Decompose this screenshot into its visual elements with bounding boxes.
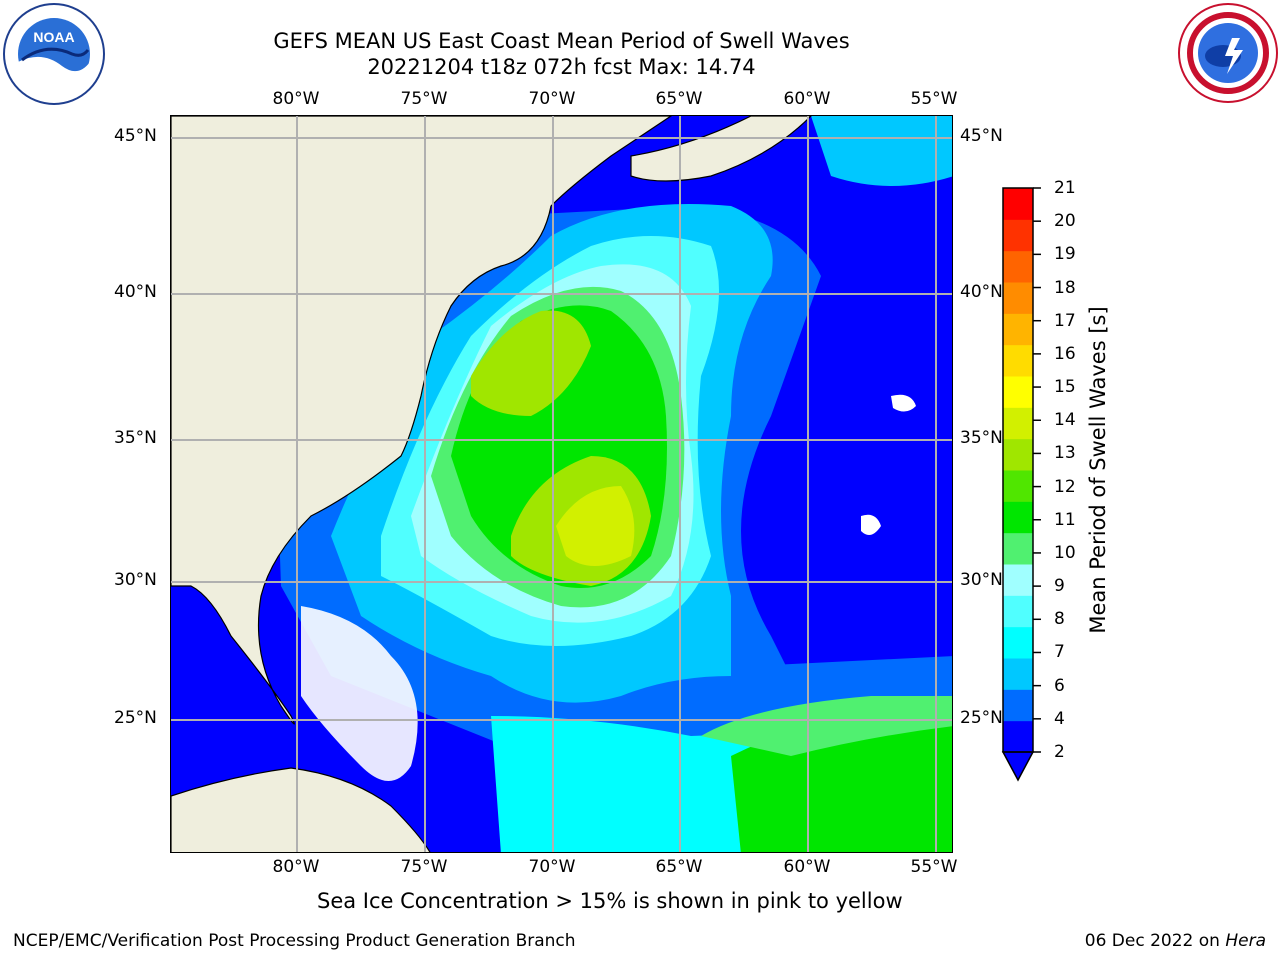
noaa-logo: NOAA (3, 3, 105, 105)
colorbar-segment (1003, 626, 1033, 659)
footer-credit: NCEP/EMC/Verification Post Processing Pr… (13, 931, 576, 951)
colorbar (1001, 187, 1041, 782)
colorbar-label: Mean Period of Swell Waves [s] (1086, 306, 1110, 634)
chart-title: GEFS MEAN US East Coast Mean Period of S… (273, 29, 850, 53)
colorbar-tick-label: 20 (1054, 211, 1076, 232)
colorbar-segment (1003, 532, 1033, 565)
colorbar-segment (1003, 501, 1033, 534)
colorbar-segment (1003, 438, 1033, 471)
lon-label-top-70w: 70°W (528, 89, 576, 109)
colorbar-tick-label: 10 (1054, 542, 1076, 563)
colorbar-tick-label: 11 (1054, 509, 1076, 530)
cuba-land (171, 767, 431, 852)
swell-period-map (170, 115, 953, 853)
graticule (171, 116, 952, 852)
footer-date-text: 06 Dec 2022 on (1084, 931, 1226, 951)
lat-label-left-35n: 35°N (114, 428, 157, 448)
swell-band-east-cyan (811, 116, 952, 186)
lat-label-left-40n: 40°N (114, 282, 157, 302)
svg-text:NOAA: NOAA (33, 29, 74, 45)
bahamas-white-patch (301, 606, 418, 781)
colorbar-segment (1003, 282, 1033, 314)
sea-ice-note: Sea Ice Concentration > 15% is shown in … (317, 889, 903, 913)
colorbar-segment (1003, 376, 1033, 408)
colorbar-tick-label: 2 (1054, 742, 1065, 762)
colorbar-segment (1003, 219, 1033, 252)
colorbar-segment (1003, 313, 1033, 346)
colorbar-segment (1003, 720, 1033, 753)
colorbar-tick-label: 15 (1054, 377, 1076, 398)
lat-label-left-30n: 30°N (114, 570, 157, 590)
chart-subtitle: 20221204 t18z 072h fcst Max: 14.74 (367, 55, 756, 79)
lat-label-right-40n: 40°N (960, 282, 1003, 302)
footer-date: 06 Dec 2022 on Hera (1085, 931, 1266, 951)
colorbar-border (1002, 187, 1034, 753)
lon-label-bottom-65w: 65°W (655, 857, 703, 877)
lon-label-top-65w: 65°W (655, 89, 703, 109)
colorbar-tick-label: 4 (1054, 708, 1065, 729)
lat-label-right-30n: 30°N (960, 570, 1003, 590)
lat-label-left-25n: 25°N (114, 708, 157, 728)
lon-label-top-60w: 60°W (783, 89, 831, 109)
colorbar-tick-label: 8 (1054, 609, 1065, 630)
colorbar-tick-label: 16 (1054, 343, 1076, 364)
colorbar-tick-label: 19 (1054, 244, 1076, 265)
colorbar-tick-label: 17 (1054, 310, 1076, 331)
lon-label-top-75w: 75°W (400, 89, 448, 109)
lon-label-bottom-60w: 60°W (783, 857, 831, 877)
nova-scotia-land (630, 116, 812, 182)
east-white-patches (861, 394, 916, 535)
colorbar-tick-label: 9 (1054, 576, 1065, 597)
colorbar-tick-label: 21 (1054, 178, 1076, 198)
colorbar-tick-label: 7 (1054, 642, 1065, 663)
colorbar-tick-label: 14 (1054, 410, 1076, 431)
swell-band-11-12 (471, 310, 591, 416)
lon-label-bottom-55w: 55°W (910, 857, 958, 877)
lat-label-right-35n: 35°N (960, 428, 1003, 448)
colorbar-segment (1003, 188, 1033, 220)
colorbar-segment (1003, 344, 1033, 377)
colorbar-segment (1003, 250, 1033, 283)
colorbar-extend-arrow (1001, 751, 1035, 782)
lat-label-right-25n: 25°N (960, 708, 1003, 728)
colorbar-segment (1003, 407, 1033, 440)
lon-label-bottom-70w: 70°W (528, 857, 576, 877)
nws-logo (1178, 3, 1278, 103)
lat-label-right-45n: 45°N (960, 126, 1003, 146)
colorbar-segment (1003, 595, 1033, 628)
colorbar-segment (1003, 689, 1033, 722)
colorbar-tick-label: 18 (1054, 277, 1076, 298)
swell-band-south-lightgreen (701, 696, 952, 756)
lon-label-bottom-80w: 80°W (272, 857, 320, 877)
lat-label-left-45n: 45°N (114, 126, 157, 146)
swell-band-13-14 (556, 486, 635, 566)
colorbar-tick-label: 12 (1054, 476, 1076, 497)
footer-machine: Hera (1225, 931, 1266, 951)
colorbar-segment (1003, 658, 1033, 690)
lon-label-bottom-75w: 75°W (400, 857, 448, 877)
colorbar-segment (1003, 564, 1033, 596)
colorbar-segment (1003, 470, 1033, 502)
lon-label-top-55w: 55°W (910, 89, 958, 109)
lon-label-top-80w: 80°W (272, 89, 320, 109)
colorbar-tick-label: 13 (1054, 443, 1076, 464)
colorbar-tick-label: 6 (1054, 675, 1065, 696)
